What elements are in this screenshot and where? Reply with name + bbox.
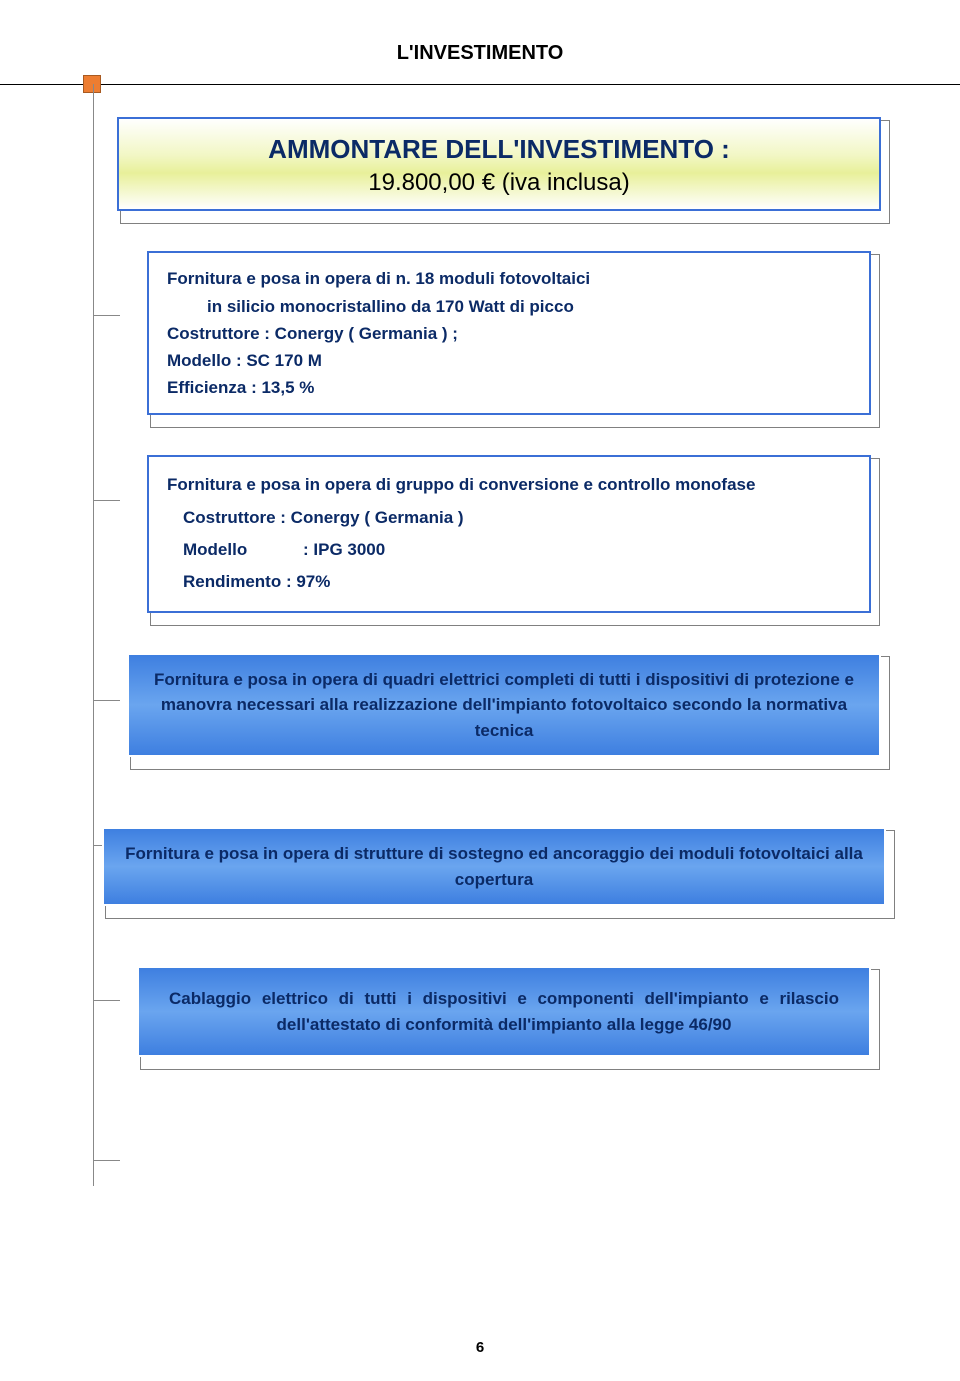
modules-l2: in silicio monocristallino da 170 Watt d… (207, 293, 851, 320)
panels-text: Fornitura e posa in opera di quadri elet… (147, 667, 861, 744)
card-struct: Fornitura e posa in opera di strutture d… (102, 827, 886, 906)
accent-square-icon (83, 75, 101, 93)
headline-line2: 19.800,00 € (iva inclusa) (137, 169, 861, 197)
card-panels-shadow: Fornitura e posa in opera di quadri elet… (130, 656, 890, 771)
card-wiring: Cablaggio elettrico di tutti i dispositi… (137, 966, 871, 1057)
card-inverter-shadow: Fornitura e posa in opera di gruppo di c… (150, 458, 880, 625)
inverter-l2: Costruttore : Conergy ( Germania ) (183, 502, 851, 534)
tree-connector (93, 315, 120, 316)
card-inverter: Fornitura e posa in opera di gruppo di c… (147, 455, 871, 612)
modules-l5: Efficienza : 13,5 % (167, 374, 851, 401)
horizontal-rule (0, 84, 960, 85)
tree-connector (93, 700, 120, 701)
inverter-l3-value: : IPG 3000 (303, 534, 385, 566)
inverter-l3-label: Modello (183, 534, 303, 566)
modules-l4: Modello : SC 170 M (167, 347, 851, 374)
card-struct-shadow: Fornitura e posa in opera di strutture d… (105, 830, 895, 919)
struct-text: Fornitura e posa in opera di strutture d… (122, 841, 866, 892)
tree-connector (93, 1000, 120, 1001)
tree-connector (93, 500, 120, 501)
card-panels: Fornitura e posa in opera di quadri elet… (127, 653, 881, 758)
card-modules: Fornitura e posa in opera di n. 18 modul… (147, 251, 871, 415)
cards-column: AMMONTARE DELL'INVESTIMENTO : 19.800,00 … (120, 120, 890, 1100)
card-headline-shadow: AMMONTARE DELL'INVESTIMENTO : 19.800,00 … (120, 120, 890, 224)
page-number: 6 (0, 1339, 960, 1356)
page-title: L'INVESTIMENTO (0, 0, 960, 65)
inverter-l1: Fornitura e posa in opera di gruppo di c… (167, 469, 851, 501)
headline-line1: AMMONTARE DELL'INVESTIMENTO : (137, 131, 861, 167)
card-headline: AMMONTARE DELL'INVESTIMENTO : 19.800,00 … (117, 117, 881, 211)
inverter-l4: Rendimento : 97% (183, 566, 851, 598)
card-modules-shadow: Fornitura e posa in opera di n. 18 modul… (150, 254, 880, 428)
card-wiring-shadow: Cablaggio elettrico di tutti i dispositi… (140, 969, 880, 1070)
wiring-text: Cablaggio elettrico di tutti i dispositi… (169, 986, 839, 1037)
tree-vertical-line (93, 84, 94, 1186)
modules-l1: Fornitura e posa in opera di n. 18 modul… (167, 265, 851, 292)
modules-l3: Costruttore : Conergy ( Germania ) ; (167, 320, 851, 347)
tree-connector (93, 1160, 120, 1161)
